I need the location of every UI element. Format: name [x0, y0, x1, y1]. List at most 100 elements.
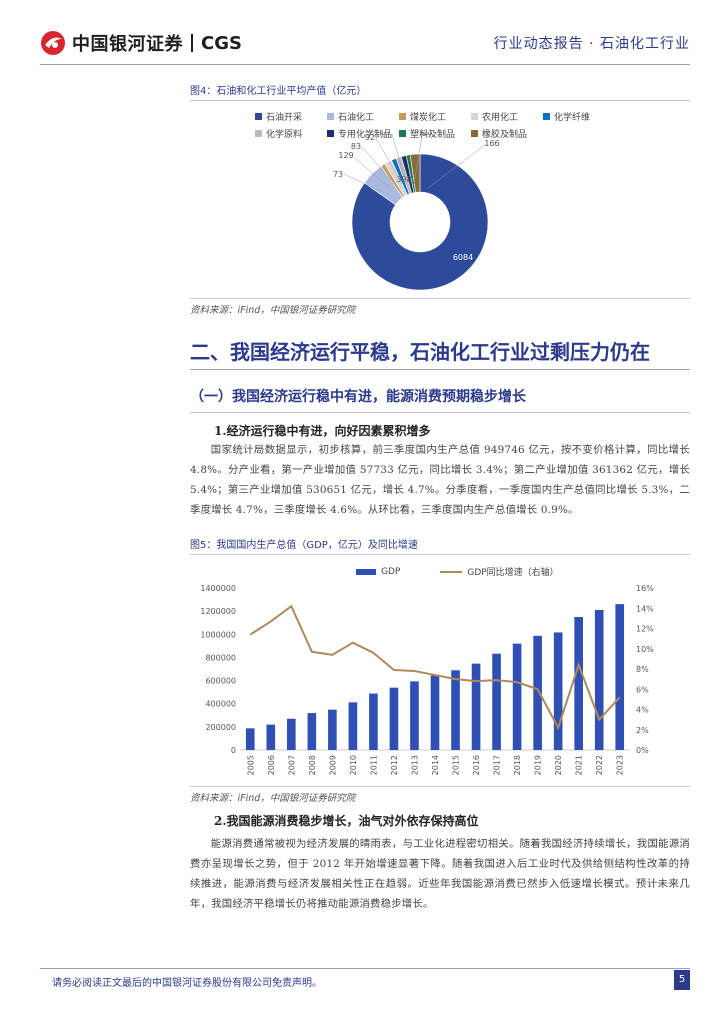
figure5-caption: 图5：我国国内生产总值（GDP，亿元）及同比增速 [190, 536, 690, 555]
legend-item: 化学原料 [255, 127, 327, 140]
leader-line [391, 133, 407, 185]
gdp-bar [471, 663, 481, 750]
figure5-gdp-chart: 0 200000 400000 600000 800000 1000000 1200000 1… [200, 584, 654, 775]
gdp-bar [492, 653, 501, 750]
donut-data-label: 73 [333, 170, 343, 179]
legend-bar-swatch [356, 568, 376, 575]
legend-swatch [471, 130, 478, 137]
figure4-source: 资料来源：iFind，中国银河证券研究院 [190, 298, 690, 316]
x-tick-label: 2012 [390, 755, 399, 775]
brand-logo: 中国银河证券 CGS [40, 30, 242, 56]
leader-line [351, 155, 391, 189]
section-title: 二、我国经济运行平稳，石油化工行业过剩压力仍在 [190, 330, 690, 370]
y-right-tick-label: 10% [636, 645, 654, 654]
x-tick-label: 2021 [575, 755, 584, 775]
gdp-bar [553, 632, 563, 750]
donut-data-label: 166 [484, 139, 499, 148]
legend-label: 专用化学制品 [338, 130, 393, 140]
y-left-tick-label: 800000 [205, 653, 236, 662]
legend-growth: GDP同比增速（右轴） [440, 565, 559, 578]
x-tick-label: 2017 [493, 755, 502, 775]
gdp-bar [389, 687, 399, 750]
x-tick-label: 2009 [328, 755, 337, 775]
legend-swatch [471, 113, 478, 120]
legend-label: 石油开采 [266, 113, 303, 123]
gdp-bar [307, 713, 317, 750]
y-right-tick-label: 4% [636, 706, 649, 715]
y-right-tick-label: 14% [636, 604, 654, 613]
gdp-bar [369, 693, 378, 750]
report-type: 行业动态报告 · 石油化工行业 [493, 36, 690, 52]
page-number: 5 [674, 970, 690, 990]
donut-data-label: 129 [338, 151, 353, 160]
figure5-source: 资料来源：iFind，中国银河证券研究院 [190, 786, 690, 804]
gdp-bar [245, 728, 255, 750]
x-tick-label: 2007 [287, 755, 296, 775]
galaxy-logo-icon [41, 31, 65, 55]
footer-disclaimer: 请务必阅读正文最后的中国银河证券股份有限公司免责声明。 [52, 978, 322, 989]
legend-item: 煤炭化工 [399, 110, 471, 123]
legend-item: 石油化工 [327, 110, 399, 123]
legend-swatch [255, 113, 262, 120]
legend-label: 煤炭化工 [410, 113, 447, 123]
page-header: 中国银河证券 CGS 行业动态报告 · 石油化工行业 [40, 26, 690, 60]
y-left-tick-label: 200000 [205, 723, 236, 732]
x-tick-label: 2013 [410, 755, 419, 775]
donut-data-label: 398 [396, 175, 411, 184]
paragraph-energy: 能源消费通常被视为经济发展的晴雨表，与工业化进程密切相关。随着我国经济持续增长，… [190, 838, 690, 910]
x-tick-label: 2015 [452, 755, 461, 775]
x-tick-label: 2019 [534, 755, 543, 775]
gdp-bar [328, 709, 337, 750]
header-divider [40, 64, 690, 65]
legend-swatch [255, 130, 262, 137]
brand-divider [191, 34, 193, 52]
y-left-tick-label: 1200000 [200, 607, 236, 616]
legend-label: 塑料及制品 [410, 130, 456, 140]
y-right-tick-label: 12% [636, 625, 654, 634]
x-tick-label: 2022 [595, 755, 604, 775]
legend-gdp-label: GDP [381, 566, 401, 577]
x-tick-label: 2016 [472, 755, 481, 775]
y-right-tick-label: 8% [636, 665, 649, 674]
y-left-tick-label: 1400000 [200, 584, 236, 593]
legend-swatch [543, 113, 550, 120]
y-right-tick-label: 2% [636, 726, 649, 735]
donut-data-label: 87 [381, 132, 391, 137]
x-tick-label: 2011 [369, 755, 378, 775]
legend-label: 农用化工 [482, 113, 519, 123]
legend-item: 农用化工 [471, 110, 543, 123]
leader-line [413, 135, 423, 185]
footer-divider [40, 968, 690, 969]
y-left-tick-label: 1000000 [200, 630, 236, 639]
leader-line [375, 137, 403, 185]
donut-slice [351, 153, 489, 291]
legend-item: 化学纤维 [543, 110, 615, 123]
x-tick-label: 2018 [513, 755, 522, 775]
legend-gdp: GDP [356, 565, 400, 578]
subsection-title: （一）我国经济运行稳中有进，能源消费预期稳步增长 [190, 386, 690, 413]
legend-item: 专用化学制品 [327, 127, 399, 140]
gdp-bar [594, 609, 604, 750]
x-tick-label: 2008 [308, 755, 317, 775]
gdp-bar [348, 702, 358, 750]
x-tick-label: 2023 [616, 755, 625, 775]
point1-heading: 1.经济运行稳中有进，向好因素累积增多 [214, 424, 431, 438]
gdp-bar [615, 604, 625, 750]
point2-heading: 2.我国能源消费稳步增长，油气对外依存保持高位 [214, 814, 479, 828]
donut-data-label: 92 [365, 133, 375, 142]
gdp-bar [410, 681, 419, 750]
legend-swatch [399, 113, 406, 120]
legend-label: 橡胶及制品 [482, 130, 528, 140]
legend-label: 石油化工 [338, 113, 375, 123]
gdp-bar [451, 670, 460, 750]
donut-data-label: 6084 [453, 253, 473, 262]
growth-line [249, 604, 621, 731]
x-tick-label: 2014 [431, 755, 440, 775]
y-right-tick-label: 6% [636, 685, 649, 694]
legend-swatch [327, 130, 334, 137]
legend-swatch [327, 113, 334, 120]
legend-line-swatch [440, 570, 463, 573]
brand-name-en: CGS [201, 32, 242, 54]
legend-item: 石油开采 [255, 110, 327, 123]
